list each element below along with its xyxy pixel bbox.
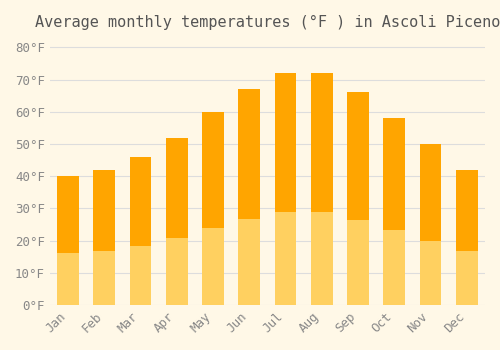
Bar bbox=[311, 73, 332, 305]
Bar bbox=[57, 253, 79, 305]
Title: Average monthly temperatures (°F ) in Ascoli Piceno: Average monthly temperatures (°F ) in As… bbox=[34, 15, 500, 30]
Bar bbox=[420, 144, 442, 305]
Bar bbox=[456, 170, 477, 305]
Bar bbox=[274, 212, 296, 305]
Bar bbox=[238, 89, 260, 305]
Bar bbox=[238, 219, 260, 305]
Bar bbox=[94, 251, 115, 305]
Bar bbox=[94, 170, 115, 305]
Bar bbox=[166, 238, 188, 305]
Bar bbox=[347, 220, 369, 305]
Bar bbox=[420, 240, 442, 305]
Bar bbox=[384, 230, 405, 305]
Bar bbox=[202, 112, 224, 305]
Bar bbox=[202, 228, 224, 305]
Bar bbox=[274, 73, 296, 305]
Bar bbox=[130, 246, 152, 305]
Bar bbox=[347, 92, 369, 305]
Bar bbox=[166, 138, 188, 305]
Bar bbox=[57, 176, 79, 305]
Bar bbox=[384, 118, 405, 305]
Bar bbox=[130, 157, 152, 305]
Bar bbox=[311, 212, 332, 305]
Bar bbox=[456, 251, 477, 305]
